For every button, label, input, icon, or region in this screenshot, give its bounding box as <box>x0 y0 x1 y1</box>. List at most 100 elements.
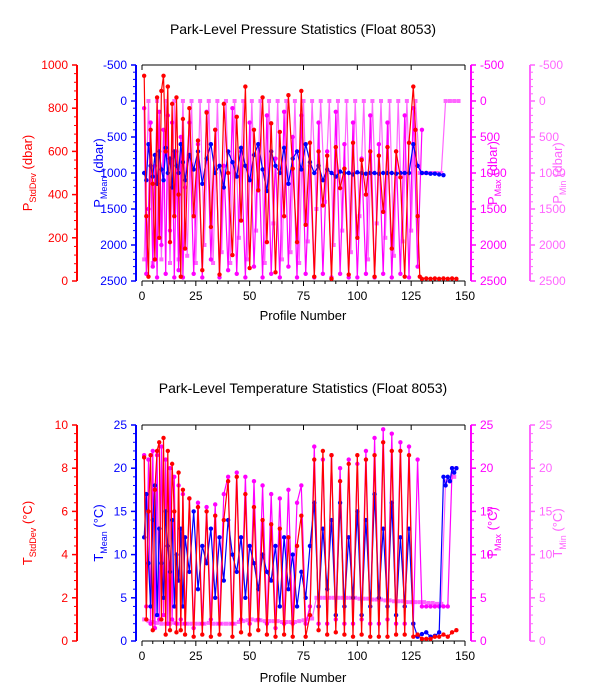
min-tick-label: 10 <box>539 548 553 562</box>
mean-point <box>260 167 265 172</box>
std-point <box>428 276 433 282</box>
x-tick-label: 75 <box>297 649 311 663</box>
min-point <box>340 228 345 233</box>
mean-point <box>273 543 278 549</box>
max-point <box>290 134 295 140</box>
std-point <box>152 257 158 262</box>
min-point <box>387 99 392 103</box>
max-tick-label: 0 <box>480 634 487 648</box>
std-point <box>238 218 244 223</box>
mean-point <box>368 604 373 609</box>
std-point <box>299 513 304 518</box>
std-point <box>159 88 164 94</box>
pressure-x-axis-label: Profile Number <box>260 308 347 323</box>
std-point <box>445 634 450 639</box>
min-point <box>391 253 396 258</box>
std-point <box>264 239 270 245</box>
std-point <box>419 276 425 282</box>
std-point <box>234 114 239 120</box>
std-tick-label: 10 <box>55 418 69 432</box>
max-tick-label: 2500 <box>480 274 507 288</box>
mean-tick-label: 2000 <box>100 238 127 252</box>
mean-point <box>180 604 186 609</box>
mean-point <box>294 149 300 154</box>
std-point <box>398 175 403 180</box>
min-point <box>211 261 216 265</box>
max-point <box>230 106 235 111</box>
mean-point <box>191 167 196 172</box>
std-point <box>154 448 160 454</box>
std-point <box>436 276 442 282</box>
max-point <box>342 142 347 147</box>
max-point <box>380 427 386 432</box>
std-point <box>167 628 173 633</box>
max-point <box>200 275 205 280</box>
max-point <box>169 617 175 622</box>
mean-point <box>303 142 308 147</box>
min-point <box>275 619 280 624</box>
min-point <box>447 99 452 103</box>
std-point <box>146 274 151 279</box>
min-axis-label: TMin (°C) <box>550 508 568 557</box>
max-point <box>320 271 326 276</box>
std-point <box>299 88 304 94</box>
max-point <box>419 127 425 132</box>
max-point <box>273 156 278 161</box>
std-point <box>303 634 308 639</box>
mean-tick-label: 5 <box>120 591 127 605</box>
mean-point <box>436 172 442 177</box>
std-point <box>148 453 153 458</box>
max-point <box>428 604 433 609</box>
mean-tick-label: 1500 <box>100 202 127 216</box>
mean-point <box>238 145 244 150</box>
std-point <box>419 636 425 642</box>
min-point <box>430 171 435 175</box>
min-point <box>146 99 151 103</box>
min-point <box>391 599 396 604</box>
mean-point <box>286 181 291 186</box>
min-point <box>435 171 440 175</box>
std-point <box>225 170 231 176</box>
std-point <box>324 632 330 637</box>
mean-point <box>299 569 304 575</box>
min-point <box>258 99 263 103</box>
mean-tick-label: 1000 <box>100 166 127 180</box>
std-point <box>398 448 403 454</box>
min-point <box>267 99 272 103</box>
mean-point <box>217 163 222 168</box>
max-point <box>221 491 227 497</box>
max-point <box>178 134 183 140</box>
std-point <box>217 272 222 277</box>
mean-point <box>208 526 214 531</box>
std-point <box>393 632 399 637</box>
mean-point <box>402 604 407 609</box>
mean-point <box>441 474 446 480</box>
std-point <box>415 632 420 637</box>
std-point <box>316 628 321 633</box>
std-point <box>449 630 455 635</box>
min-point <box>172 620 177 625</box>
std-point <box>286 93 291 98</box>
std-point <box>355 235 360 240</box>
min-tick-label: 0 <box>539 634 546 648</box>
std-point <box>277 526 283 531</box>
min-point <box>348 250 353 255</box>
mean-point <box>217 535 222 540</box>
mean-point <box>389 170 394 176</box>
std-point <box>247 265 252 271</box>
mean-point <box>294 604 300 609</box>
max-point <box>286 487 291 492</box>
std-tick-label: 2 <box>61 591 68 605</box>
max-point <box>165 621 171 626</box>
min-point <box>223 99 228 103</box>
std-point <box>157 440 162 445</box>
max-tick-label: 0 <box>480 94 487 108</box>
max-point <box>204 504 209 510</box>
std-point <box>441 276 446 281</box>
mean-point <box>402 170 407 176</box>
max-point <box>213 502 218 507</box>
min-point <box>288 619 293 624</box>
mean-point <box>247 178 252 183</box>
std-point <box>178 274 183 279</box>
